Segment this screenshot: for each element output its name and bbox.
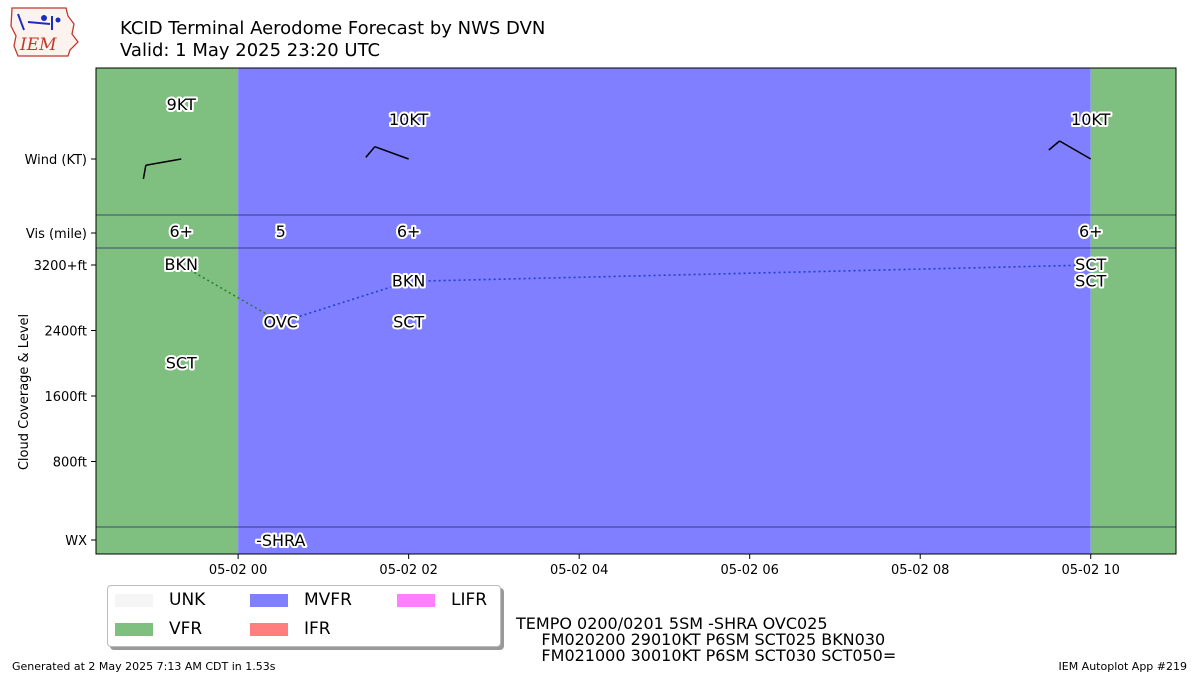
cloud-level-tick-label: 1600ft bbox=[44, 390, 87, 405]
wind-barb-flag bbox=[365, 146, 376, 158]
legend-label-ifr: IFR bbox=[304, 619, 331, 639]
legend-label-vfr: VFR bbox=[169, 619, 203, 639]
cloud-label: OVC bbox=[264, 312, 298, 331]
wind-speed-label: 10KT bbox=[1071, 110, 1111, 129]
wind-barb-shaft bbox=[145, 158, 182, 166]
chart-subtitle: Valid: 1 May 2025 23:20 UTC bbox=[120, 40, 381, 61]
footer-generated: Generated at 2 May 2025 7:13 AM CDT in 1… bbox=[12, 660, 276, 673]
taf-line-1: TEMPO 0200/0201 5SM -SHRA OVC025 bbox=[516, 614, 828, 633]
chart-title: KCID Terminal Aerodome Forecast by NWS D… bbox=[120, 18, 546, 39]
legend-swatch-lifr bbox=[397, 593, 435, 607]
cloud-label: SCT bbox=[1075, 271, 1106, 290]
legend-swatch-mvfr bbox=[250, 593, 288, 607]
ceiling-segment bbox=[180, 264, 282, 324]
legend-label-unk: UNK bbox=[169, 590, 206, 610]
iem-logo: IEM bbox=[10, 7, 79, 57]
wind-barbs bbox=[142, 140, 1092, 180]
legend-label-mvfr: MVFR bbox=[304, 590, 352, 610]
legend-item-vfr: VFR bbox=[115, 619, 202, 639]
category-background bbox=[96, 68, 1176, 554]
x-tick-label: 05-02 06 bbox=[720, 563, 778, 578]
x-tick-label: 05-02 04 bbox=[550, 563, 608, 578]
wind-speed-label: 10KT bbox=[389, 110, 429, 129]
wx-row-tick-label: WX bbox=[65, 534, 87, 549]
ceiling-line bbox=[180, 264, 1091, 324]
ceiling-segment bbox=[408, 264, 1091, 283]
category-period-vfr bbox=[1090, 68, 1176, 554]
cloud-label: BKN bbox=[165, 255, 198, 274]
taf-line-2: FM020200 29010KT P6SM SCT025 BKN030 bbox=[516, 630, 886, 649]
wind-barb bbox=[1048, 140, 1092, 160]
axes: 05-02 00 05-02 02 05-02 04 05-02 06 05-02 08… bbox=[17, 153, 1120, 578]
ceiling-segment bbox=[280, 280, 409, 324]
legend-label-lifr: LIFR bbox=[451, 590, 488, 610]
cloud-label: SCT bbox=[166, 353, 197, 372]
x-tick-label: 05-02 00 bbox=[209, 563, 267, 578]
visibility-label: 5 bbox=[276, 222, 286, 241]
x-tick-label: 05-02 10 bbox=[1062, 563, 1120, 578]
wind-speed-label: 9KT bbox=[167, 95, 196, 114]
cloud-level-tick-label: 3200+ft bbox=[34, 259, 87, 274]
cloud-level-tick-label: 800ft bbox=[53, 456, 87, 471]
row-separators bbox=[96, 214, 1176, 528]
taf-line-3: FM021000 30010KT P6SM SCT030 SCT050= bbox=[516, 646, 897, 665]
cloud-level-tick-label: 2400ft bbox=[44, 325, 87, 340]
legend-swatch-unk bbox=[115, 593, 153, 607]
wind-barb-shaft bbox=[1059, 140, 1092, 160]
legend-item-unk: UNK bbox=[115, 590, 205, 610]
legend-swatch-vfr bbox=[115, 622, 153, 636]
x-tick-label: 05-02 02 bbox=[379, 563, 437, 578]
cloud-axis-label: Cloud Coverage & Level bbox=[17, 314, 32, 470]
category-period-mvfr bbox=[238, 68, 1091, 554]
legend-item-mvfr: MVFR bbox=[250, 590, 352, 610]
plot-frame bbox=[95, 67, 1177, 555]
wind-barb-flag bbox=[1048, 140, 1061, 151]
wind-barb bbox=[142, 158, 182, 180]
wind-barb-shaft bbox=[374, 145, 409, 160]
weather-label: -SHRA bbox=[256, 531, 305, 550]
x-tick-label: 05-02 08 bbox=[891, 563, 949, 578]
footer-app: IEM Autoplot App #219 bbox=[1058, 660, 1188, 673]
vis-row-tick-label: Vis (mile) bbox=[26, 227, 87, 242]
taf-raw-text: TEMPO 0200/0201 5SM -SHRA OVC025 FM02020… bbox=[516, 616, 896, 664]
cloud-label: SCT bbox=[1075, 255, 1106, 274]
visibility-label: 6+ bbox=[1079, 222, 1103, 241]
logo-text: IEM bbox=[19, 35, 57, 55]
cloud-label: BKN bbox=[392, 271, 425, 290]
category-period-vfr bbox=[96, 68, 239, 554]
legend-item-lifr: LIFR bbox=[397, 590, 487, 610]
visibility-label: 6+ bbox=[397, 222, 421, 241]
visibility-label: 6+ bbox=[169, 222, 193, 241]
wind-barb bbox=[365, 145, 409, 160]
wind-barb-flag bbox=[142, 165, 147, 180]
legend: UNK VFR MVFR IFR LIFR bbox=[107, 585, 501, 647]
wind-row-tick-label: Wind (KT) bbox=[25, 153, 87, 168]
legend-item-ifr: IFR bbox=[250, 619, 331, 639]
cloud-label: SCT bbox=[393, 312, 424, 331]
legend-swatch-ifr bbox=[250, 622, 288, 636]
